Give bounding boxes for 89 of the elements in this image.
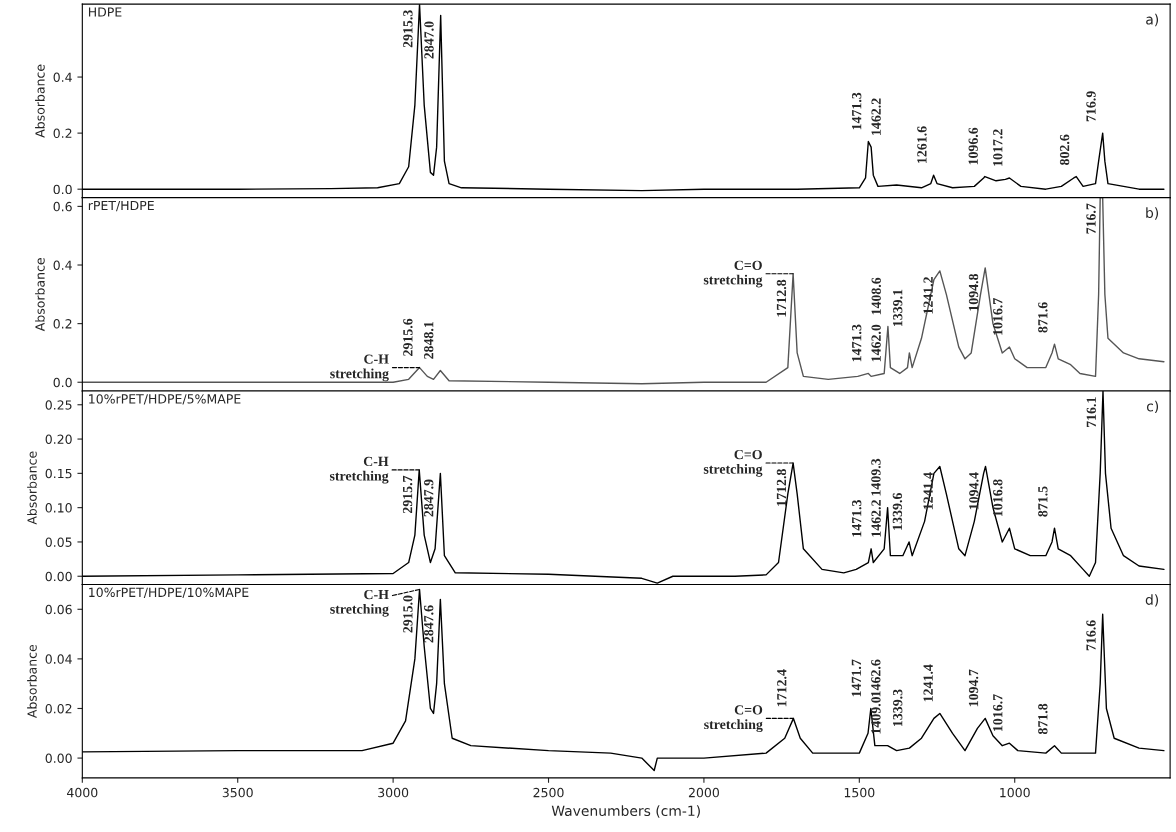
annotation: 1712.4	[777, 669, 787, 707]
y-tick-label: 0.02	[45, 703, 72, 714]
y-tick-label: 0.0	[53, 377, 72, 388]
y-tick-label: 0.04	[45, 654, 72, 664]
annotation: 1409.3	[871, 458, 881, 496]
annotation: 871.5	[1038, 486, 1048, 517]
annotation: 2847.9	[424, 479, 434, 517]
annotation: 1096.6	[968, 127, 978, 165]
annotation: C-H stretching	[330, 589, 389, 617]
annotation: 716.7	[1086, 203, 1096, 234]
annotation: a)	[1146, 13, 1159, 27]
annotation: b)	[1146, 207, 1159, 220]
annotation: 2915.7	[402, 475, 413, 514]
annotation: 2848.1	[424, 321, 434, 359]
y-axis-title: Absorbance	[27, 644, 37, 719]
annotation: 2915.0	[403, 595, 413, 633]
annotation: c)	[1146, 400, 1159, 414]
annotation: 716.6	[1086, 620, 1096, 651]
chart-title: rPET/HDPE	[88, 200, 154, 212]
annotation: 1017.2	[993, 129, 1003, 166]
annotation: 1094.7	[968, 669, 979, 707]
annotation: 1339.3	[893, 689, 903, 727]
annotation: 1471.3	[852, 92, 862, 130]
annotation: 1241.4	[923, 472, 933, 510]
x-tick-label: 3000	[378, 787, 409, 798]
y-tick-label: 0.4	[53, 260, 72, 270]
annotation: 802.6	[1059, 134, 1070, 165]
annotation: 716.9	[1086, 91, 1096, 122]
annotation: 1094.4	[969, 472, 979, 510]
y-tick-label: 0.20	[45, 434, 72, 444]
y-tick-label: 0.4	[53, 72, 72, 82]
y-tick-label: 0.2	[53, 319, 72, 329]
x-tick-label: 3500	[222, 787, 253, 798]
annotation: 1408.6	[871, 277, 881, 315]
annotation: 1712.8	[776, 469, 787, 506]
annotation: 1471.3	[852, 499, 862, 537]
annotation: C-H stretching	[329, 456, 389, 484]
y-tick-label: 0.05	[45, 537, 72, 547]
annotation: 1462.0	[871, 324, 881, 362]
annotation: 1712.8	[776, 279, 787, 317]
annotation: 1241.2	[923, 277, 933, 314]
annotation: 1241.4	[923, 664, 933, 702]
y-tick-label: 0.10	[45, 503, 72, 513]
y-axis-title: Absorbance	[35, 258, 45, 332]
x-tick-label: 1500	[844, 787, 875, 798]
annotation: C=O stretching	[704, 705, 763, 733]
annotation: 2915.3	[403, 10, 413, 48]
annotation: 1462.2	[871, 98, 881, 135]
x-tick-label: 1000	[1000, 787, 1030, 798]
chart-title: 10%rPET/HDPE/5%MAPE	[89, 394, 241, 405]
annotation: 1409.0	[871, 696, 881, 734]
annotation: 1016.8	[993, 479, 1003, 517]
annotation: 1462.6	[871, 659, 881, 697]
annotation: C-H stretching	[330, 354, 389, 382]
annotation: 1016.7	[993, 694, 1003, 731]
y-tick-label: 0.15	[45, 468, 72, 479]
annotation: 1261.6	[917, 126, 927, 163]
annotation: 2847.0	[424, 21, 434, 59]
y-tick-label: 0.06	[45, 604, 72, 615]
y-tick-label: 0.2	[53, 128, 72, 139]
y-tick-label: 0.0	[53, 184, 72, 195]
annotation: 1462.2	[871, 500, 881, 537]
annotation: 871.8	[1038, 703, 1048, 735]
y-tick-label: 0.25	[45, 400, 72, 410]
chart-title: 10%rPET/HDPE/10%MAPE	[89, 587, 249, 599]
annotation: 1094.8	[968, 273, 979, 311]
annotation: C=O stretching	[703, 260, 763, 288]
annotation: 1339.6	[892, 493, 903, 530]
y-axis-title: Absorbance	[27, 451, 37, 525]
annotation: d)	[1145, 594, 1159, 607]
annotation: 1339.1	[893, 289, 903, 327]
x-tick-label: 2500	[533, 787, 564, 798]
annotation: 2915.6	[403, 318, 413, 356]
annotation: 871.6	[1038, 302, 1048, 333]
y-tick-label: 0.6	[53, 201, 72, 212]
y-tick-label: 0.00	[45, 753, 72, 764]
annotation: 2847.6	[424, 605, 434, 643]
x-tick-label: 2000	[688, 787, 719, 798]
y-tick-label: 0.00	[45, 571, 72, 582]
annotation: 1471.3	[852, 324, 862, 362]
line-series	[82, 197, 1165, 385]
x-axis-title: Wavenumbers (cm-1)	[551, 805, 700, 818]
annotation: 1471.7	[851, 659, 862, 697]
x-tick-label: 4000	[67, 787, 98, 798]
annotation: 1016.7	[993, 298, 1003, 335]
chart-title: HDPE	[88, 7, 122, 17]
annotation: 716.1	[1086, 397, 1097, 428]
annotation: C=O stretching	[703, 449, 763, 477]
y-axis-title: Absorbance	[35, 64, 45, 138]
